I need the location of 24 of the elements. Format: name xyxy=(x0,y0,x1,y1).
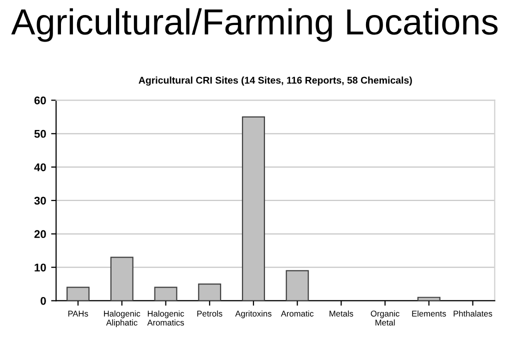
x-tick-label: Organic Metal xyxy=(370,310,400,326)
bar xyxy=(286,270,309,301)
x-tick-label: Aromatic xyxy=(280,310,314,317)
bar xyxy=(154,286,178,301)
y-tick-label: 10 xyxy=(34,264,46,272)
bar xyxy=(417,296,440,301)
x-tick-label: Halogenic Aromatics xyxy=(147,310,184,326)
x-tick-label: Metals xyxy=(330,310,354,317)
bar xyxy=(198,283,222,301)
y-tick-label: 30 xyxy=(34,196,46,205)
x-tick-label: Agritoxins xyxy=(235,310,272,318)
y-tick-label: 0 xyxy=(40,296,46,305)
x-tick-label: Petrols xyxy=(197,310,222,317)
x-tick-label: Phthalates xyxy=(454,310,492,317)
y-tick-label: 50 xyxy=(34,130,46,138)
chart-subtitle: Agricultural CRI Sites (14 Sites, 116 Reports, 58 Chemicals) xyxy=(138,76,412,86)
y-tick-label: 40 xyxy=(34,163,46,172)
bar xyxy=(66,286,90,301)
y-tick-label: 60 xyxy=(34,96,46,104)
y-tick-label: 20 xyxy=(34,230,46,238)
chart-title: Agricultural/Farming Locations xyxy=(11,8,498,42)
x-tick-label: Halogenic Aliphatic xyxy=(104,310,140,328)
x-tick-label: Elements xyxy=(412,310,446,317)
x-tick-label: PAHs xyxy=(68,310,88,317)
